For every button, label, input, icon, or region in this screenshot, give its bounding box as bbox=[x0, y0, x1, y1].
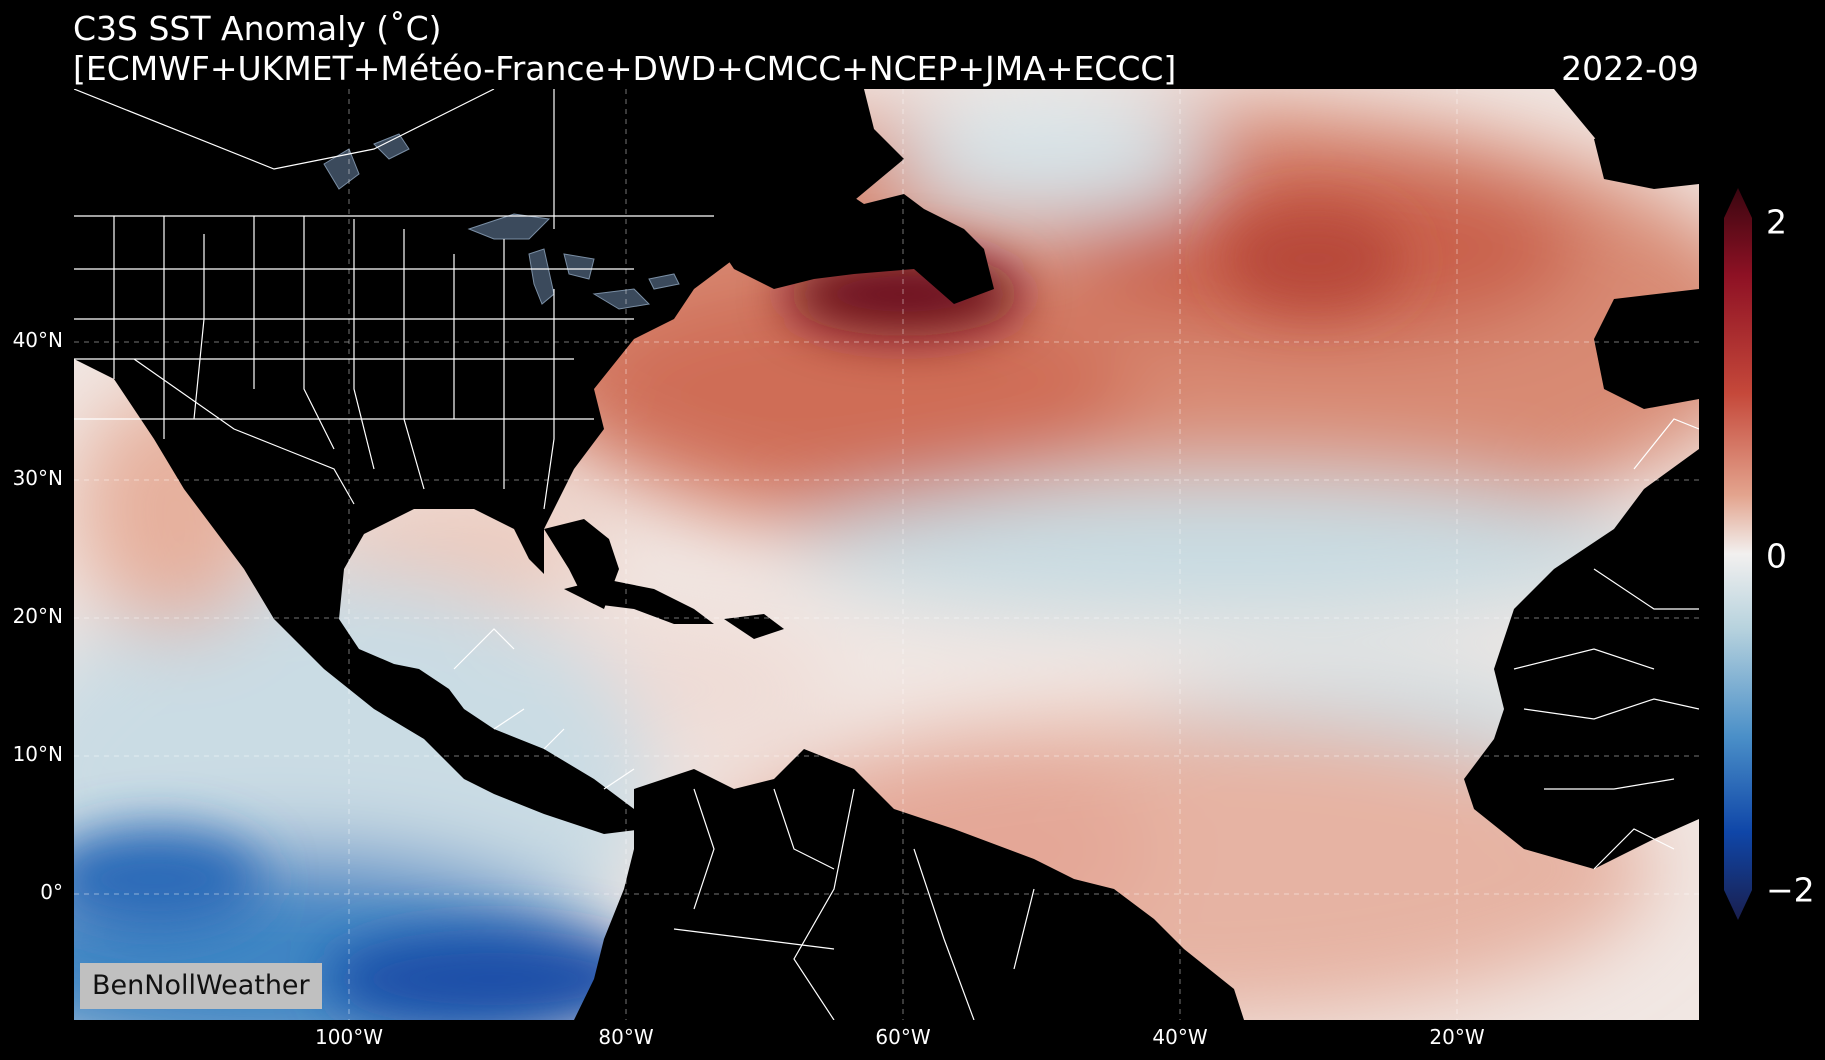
lon-label-100w: 100°W bbox=[315, 1025, 383, 1049]
lat-label-30n: 30°N bbox=[12, 466, 63, 490]
colorbar bbox=[1724, 188, 1752, 920]
lat-label-40n: 40°N bbox=[12, 328, 63, 352]
credit-watermark: BenNollWeather bbox=[80, 963, 322, 1009]
sst-anomaly-map bbox=[74, 89, 1699, 1020]
political-borders bbox=[74, 89, 1699, 1020]
colorbar-min-label: −2 bbox=[1766, 870, 1815, 910]
model-list-subtitle: [ECMWF+UKMET+Météo-France+DWD+CMCC+NCEP+… bbox=[73, 49, 1177, 88]
land-masses bbox=[74, 89, 1699, 1020]
graticule bbox=[74, 89, 1699, 1020]
forecast-date: 2022-09 bbox=[1561, 49, 1699, 88]
lon-label-80w: 80°W bbox=[598, 1025, 654, 1049]
map-title: C3S SST Anomaly (˚C) bbox=[73, 9, 442, 48]
lon-label-20w: 20°W bbox=[1429, 1025, 1485, 1049]
lat-label-10n: 10°N bbox=[12, 742, 63, 766]
lat-label-20n: 20°N bbox=[12, 604, 63, 628]
lon-label-40w: 40°W bbox=[1152, 1025, 1208, 1049]
colorbar-mid-label: 0 bbox=[1766, 536, 1787, 576]
colorbar-max-label: 2 bbox=[1766, 202, 1787, 242]
great-lakes bbox=[323, 133, 680, 310]
lon-label-60w: 60°W bbox=[875, 1025, 931, 1049]
lat-label-equator: 0° bbox=[40, 880, 63, 904]
